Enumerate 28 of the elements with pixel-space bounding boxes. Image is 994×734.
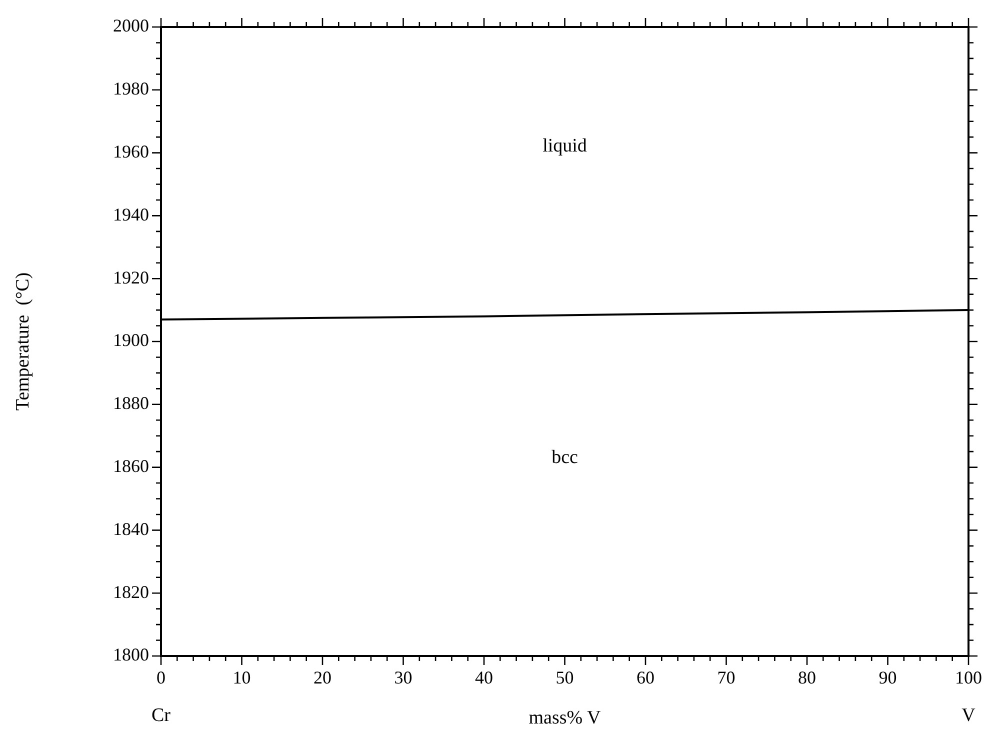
y-tick-label: 1900 <box>113 330 149 350</box>
x-tick-label: 30 <box>394 668 412 688</box>
y-tick-label: 1940 <box>113 204 149 224</box>
x-tick-label: 70 <box>717 668 736 688</box>
annotation: liquid <box>542 135 588 156</box>
y-tick-label: 1880 <box>113 393 149 414</box>
x-tick-label: 40 <box>475 668 493 688</box>
y-axis-title: Temperature (°C) <box>12 272 34 411</box>
y-tick-label: 1920 <box>113 267 149 288</box>
y-tick-label: 1960 <box>113 142 149 162</box>
annotation: bcc <box>552 446 578 468</box>
x-tick-label: 0 <box>156 668 166 688</box>
text: Cr <box>152 705 172 726</box>
x-tick-label: 10 <box>232 668 251 688</box>
x-tick-label: 80 <box>798 668 816 688</box>
y-tick-label: 2000 <box>113 16 149 36</box>
x-tick-label: 50 <box>556 668 574 688</box>
x-tick-label: 20 <box>314 668 332 688</box>
y-tick-label: 1840 <box>113 518 149 539</box>
y-tick-label: 1980 <box>113 78 149 99</box>
x-tick-label: 60 <box>636 668 654 688</box>
x-tick-label: 90 <box>878 668 897 688</box>
y-tick-label: 1820 <box>113 582 149 602</box>
x-tick-label: 100 <box>955 668 982 688</box>
y-tick-label: 1860 <box>113 456 149 476</box>
text: V <box>962 705 976 726</box>
x-axis-title: mass% V <box>528 708 601 729</box>
y-tick-label: 1800 <box>113 644 149 665</box>
